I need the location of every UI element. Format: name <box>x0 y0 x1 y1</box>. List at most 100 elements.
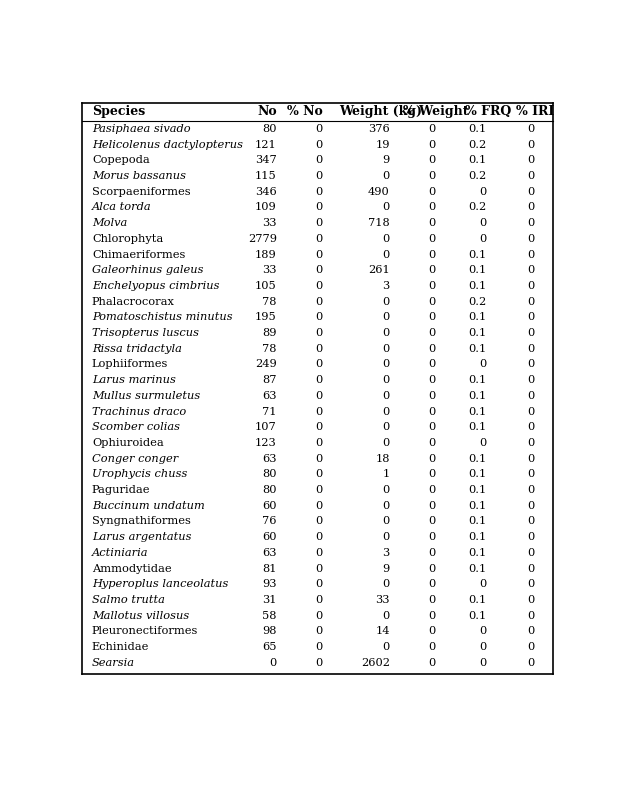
Text: 195: 195 <box>255 312 277 322</box>
Text: 18: 18 <box>375 453 390 464</box>
Text: 19: 19 <box>375 140 390 150</box>
Text: 0: 0 <box>528 642 535 652</box>
Text: 0: 0 <box>480 359 487 369</box>
Text: 78: 78 <box>262 297 277 306</box>
Text: 0.1: 0.1 <box>469 500 487 511</box>
Text: 0: 0 <box>428 658 435 668</box>
Text: 109: 109 <box>255 203 277 212</box>
Text: 80: 80 <box>262 469 277 480</box>
Text: Phalacrocorax: Phalacrocorax <box>92 297 175 306</box>
Text: 0: 0 <box>383 375 390 385</box>
Text: 0: 0 <box>480 626 487 636</box>
Text: 0: 0 <box>383 171 390 181</box>
Text: 0.1: 0.1 <box>469 610 487 621</box>
Text: 0: 0 <box>316 124 322 134</box>
Text: 0: 0 <box>383 485 390 495</box>
Text: 71: 71 <box>262 406 277 417</box>
Text: 0: 0 <box>480 658 487 668</box>
Text: Buccinum undatum: Buccinum undatum <box>92 500 205 511</box>
Text: 0: 0 <box>428 359 435 369</box>
Text: 0: 0 <box>428 124 435 134</box>
Text: Helicolenus dactylopterus: Helicolenus dactylopterus <box>92 140 243 150</box>
Text: 0: 0 <box>316 642 322 652</box>
Text: 0: 0 <box>383 391 390 401</box>
Text: 718: 718 <box>368 218 390 228</box>
Text: Chlorophyta: Chlorophyta <box>92 234 163 244</box>
Text: Chimaeriformes: Chimaeriformes <box>92 250 185 259</box>
Text: Larus argentatus: Larus argentatus <box>92 532 192 542</box>
Text: Morus bassanus: Morus bassanus <box>92 171 186 181</box>
Text: Galeorhinus galeus: Galeorhinus galeus <box>92 265 203 275</box>
Text: 0: 0 <box>428 156 435 165</box>
Text: 0.1: 0.1 <box>469 563 487 574</box>
Text: 0: 0 <box>528 391 535 401</box>
Text: 0: 0 <box>428 328 435 338</box>
Text: 261: 261 <box>368 265 390 275</box>
Text: 0: 0 <box>428 532 435 542</box>
Text: 0: 0 <box>383 250 390 259</box>
Text: Trisopterus luscus: Trisopterus luscus <box>92 328 199 338</box>
Text: % IRI: % IRI <box>516 105 554 118</box>
Text: 0: 0 <box>528 359 535 369</box>
Text: 0: 0 <box>316 140 322 150</box>
Text: 0: 0 <box>428 642 435 652</box>
Text: 33: 33 <box>375 595 390 605</box>
Text: % No: % No <box>287 105 322 118</box>
Text: 0: 0 <box>383 438 390 448</box>
Text: Species: Species <box>92 105 145 118</box>
Text: 0: 0 <box>316 610 322 621</box>
Text: 0: 0 <box>316 453 322 464</box>
Text: 0.1: 0.1 <box>469 406 487 417</box>
Text: Paguridae: Paguridae <box>92 485 151 495</box>
Text: Hyperoplus lanceolatus: Hyperoplus lanceolatus <box>92 579 228 589</box>
Text: 0: 0 <box>528 328 535 338</box>
Text: 0: 0 <box>383 359 390 369</box>
Text: 0: 0 <box>316 579 322 589</box>
Text: 33: 33 <box>262 265 277 275</box>
Text: 0: 0 <box>383 579 390 589</box>
Text: 0: 0 <box>528 187 535 197</box>
Text: 0: 0 <box>316 218 322 228</box>
Text: Pleuronectiformes: Pleuronectiformes <box>92 626 198 636</box>
Text: 0: 0 <box>316 297 322 306</box>
Text: 0: 0 <box>428 547 435 558</box>
Text: Salmo trutta: Salmo trutta <box>92 595 165 605</box>
Text: 0.1: 0.1 <box>469 532 487 542</box>
Text: Rissa tridactyla: Rissa tridactyla <box>92 344 182 354</box>
Text: 0: 0 <box>528 124 535 134</box>
Text: 0: 0 <box>428 312 435 322</box>
Text: 0: 0 <box>528 469 535 480</box>
Text: 0: 0 <box>428 171 435 181</box>
Text: 0: 0 <box>383 328 390 338</box>
Text: 0: 0 <box>428 406 435 417</box>
Text: Alca torda: Alca torda <box>92 203 151 212</box>
Text: 0: 0 <box>428 610 435 621</box>
Text: 0: 0 <box>480 642 487 652</box>
Text: 0: 0 <box>316 203 322 212</box>
Text: 60: 60 <box>262 500 277 511</box>
Text: 0: 0 <box>480 187 487 197</box>
Text: 0.1: 0.1 <box>469 344 487 354</box>
Text: 0.1: 0.1 <box>469 250 487 259</box>
Text: Molva: Molva <box>92 218 127 228</box>
Text: 0: 0 <box>428 626 435 636</box>
Text: 0: 0 <box>316 595 322 605</box>
Text: 0: 0 <box>528 218 535 228</box>
Text: 0: 0 <box>316 532 322 542</box>
Text: 0.1: 0.1 <box>469 312 487 322</box>
Text: 0: 0 <box>316 626 322 636</box>
Text: 87: 87 <box>262 375 277 385</box>
Text: 0: 0 <box>480 218 487 228</box>
Text: 0: 0 <box>316 250 322 259</box>
Text: 0: 0 <box>528 281 535 291</box>
Text: 0: 0 <box>383 312 390 322</box>
Text: 0: 0 <box>383 297 390 306</box>
Text: 0.2: 0.2 <box>469 297 487 306</box>
Text: 0: 0 <box>316 563 322 574</box>
Text: 0: 0 <box>428 422 435 433</box>
Text: 0: 0 <box>528 375 535 385</box>
Text: 0: 0 <box>528 453 535 464</box>
Text: 0.1: 0.1 <box>469 281 487 291</box>
Text: 0: 0 <box>316 516 322 527</box>
Text: 0.1: 0.1 <box>469 547 487 558</box>
